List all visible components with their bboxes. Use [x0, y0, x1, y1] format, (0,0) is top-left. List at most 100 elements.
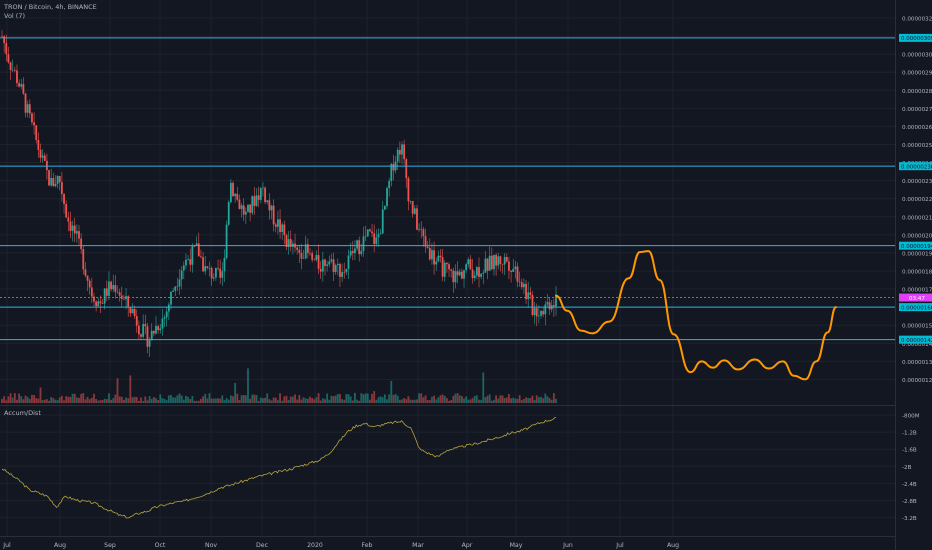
time-tick-label: Sep	[104, 542, 116, 549]
volume-bar	[527, 398, 530, 403]
volume-bar	[212, 398, 215, 403]
candle-body	[232, 182, 234, 197]
candle-body	[418, 228, 421, 230]
volume-bar	[41, 399, 44, 403]
candle-body	[375, 237, 378, 245]
candle-body	[3, 36, 6, 44]
volume-bar	[523, 399, 525, 403]
candle-body	[240, 205, 243, 209]
candle-body	[315, 255, 318, 260]
candle-body	[146, 326, 149, 347]
candle-body	[439, 255, 442, 258]
candle-body	[210, 267, 213, 279]
projection-path[interactable]	[555, 250, 837, 381]
volume-bar	[232, 396, 234, 403]
level-price-tag	[899, 33, 932, 42]
candle-body	[354, 248, 356, 254]
volume-bar	[386, 399, 388, 403]
volume-bar	[116, 378, 119, 403]
candle-body	[88, 280, 91, 288]
volume-bar	[525, 397, 527, 403]
candle-body	[542, 311, 545, 315]
candle-body	[540, 311, 542, 316]
time-tick-label: Feb	[362, 542, 373, 549]
candle-body	[369, 229, 371, 232]
volume-legend[interactable]: Vol (7)	[4, 12, 25, 20]
volume-bar	[503, 398, 506, 403]
candle-body	[191, 245, 194, 265]
volume-bar	[505, 397, 508, 403]
volume-bar	[334, 395, 337, 403]
volume-bar	[240, 395, 243, 403]
candle-body	[234, 193, 237, 197]
candle-body	[37, 139, 40, 150]
volume-bar	[486, 395, 489, 403]
volume-bar	[1, 399, 3, 403]
volume-bar	[270, 400, 273, 403]
candle-body	[377, 234, 380, 238]
candle-body	[465, 264, 468, 271]
candle-body	[304, 244, 307, 259]
volume-bar	[401, 399, 403, 403]
volume-bar	[43, 399, 46, 403]
volume-bar	[242, 394, 245, 403]
candle-body	[67, 217, 70, 222]
candle-body	[65, 203, 68, 218]
volume-bar	[7, 396, 10, 403]
volume-bar	[426, 400, 429, 403]
price-axis[interactable]: 0.000003200.000003100.000003000.00000290…	[899, 17, 932, 384]
level-price-text: 0.00000194	[901, 244, 932, 250]
projection-drawing[interactable]	[555, 250, 837, 381]
candle-body	[206, 266, 209, 269]
volume-bar	[71, 393, 74, 403]
candle-body	[313, 259, 316, 261]
volume-bar	[375, 399, 378, 403]
volume-bar	[482, 372, 485, 403]
volume-bar	[300, 399, 303, 403]
volume-bar	[467, 399, 470, 403]
candle-body	[409, 201, 412, 202]
candle-body	[125, 296, 127, 300]
accum-dist-legend[interactable]: Accum/Dist	[4, 409, 41, 417]
candle-body	[531, 295, 534, 316]
volume-bar	[142, 400, 145, 403]
horizontal-levels[interactable]	[0, 37, 895, 341]
volume-bar	[287, 399, 290, 403]
time-axis[interactable]: Jul Aug Sep Oct Nov Dec 2020 Feb Mar Apr May Jun Jul…	[2, 542, 679, 549]
candle-body	[221, 271, 224, 278]
candle-body	[135, 316, 138, 326]
volume-bar	[351, 400, 354, 403]
candle-body	[486, 258, 489, 271]
candle-body	[351, 251, 354, 254]
current-price-countdown: 03:47	[909, 296, 925, 302]
candle-body	[43, 155, 46, 161]
candle-body	[16, 70, 18, 84]
candle-body	[148, 340, 151, 347]
time-tick-label: Oct	[155, 542, 166, 549]
candle-body	[341, 272, 344, 277]
volume-bar	[345, 394, 348, 403]
volume-bar	[95, 398, 98, 403]
candle-body	[249, 204, 252, 213]
candle-body	[78, 231, 80, 239]
volume-bar	[362, 394, 365, 403]
accum-dist-axis[interactable]: -800M -1.2B -1.6B -2B -2.4B -2.8B -3.2B	[902, 414, 920, 523]
candle-body	[180, 270, 183, 280]
candle-body	[501, 263, 504, 265]
volume-bar	[108, 393, 110, 403]
candle-body	[214, 267, 217, 278]
candle-body	[426, 246, 429, 248]
volume-bar	[473, 395, 476, 403]
volume-bar	[251, 394, 254, 403]
candle-body	[330, 259, 333, 262]
candle-body	[24, 93, 27, 113]
volume-bar	[206, 398, 209, 403]
volume-bar	[48, 400, 50, 403]
volume-bar	[411, 399, 414, 403]
time-tick-label: Aug	[54, 542, 66, 549]
